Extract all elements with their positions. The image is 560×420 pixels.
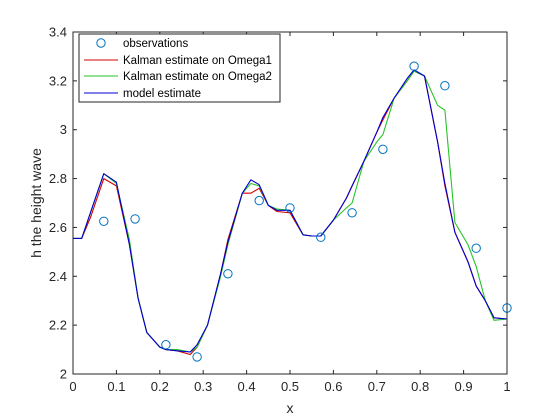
y-tick-label: 2.6: [49, 220, 67, 235]
x-tick-label: 1: [503, 379, 510, 394]
y-tick-label: 3: [60, 122, 67, 137]
x-tick-label: 0.1: [107, 379, 125, 394]
observation-point: [192, 352, 202, 362]
x-tick-label: 0.6: [324, 379, 342, 394]
x-tick-label: 0: [69, 379, 76, 394]
observation-point: [254, 195, 264, 206]
legend-kalman-omega2-label: Kalman estimate on Omega2: [123, 71, 272, 83]
x-tick-label: 0.9: [455, 379, 473, 394]
observation-point: [378, 144, 388, 155]
observation-point: [161, 340, 171, 350]
series-line-3: [73, 69, 508, 353]
observation-point: [471, 243, 481, 253]
observation-point: [130, 214, 140, 224]
x-ticks: 0 0.1 0.2 0.3 0.4 0.5 0.6 0.7 0.8 0.9 1: [69, 32, 511, 394]
x-tick-label: 0.3: [194, 379, 212, 394]
observation-point: [285, 203, 295, 213]
y-tick-label: 3.4: [49, 25, 67, 40]
legend-observations-marker: [96, 38, 106, 48]
y-axis-label: h the height wave: [28, 148, 44, 258]
x-tick-label: 0.4: [238, 379, 256, 394]
legend: observations Kalman estimate on Omega1 K…: [78, 33, 281, 103]
x-tick-label: 0.5: [281, 379, 299, 394]
x-tick-label: 0.7: [368, 379, 386, 394]
legend-observations-label: observations: [123, 38, 188, 50]
observation-point: [347, 208, 357, 218]
observation-point: [316, 232, 326, 242]
legend-kalman-omega1-label: Kalman estimate on Omega1: [123, 55, 272, 67]
observation-point: [223, 269, 233, 279]
y-ticks: 2 2.2 2.4 2.6 2.8 3 3.2 3.4: [49, 25, 507, 382]
legend-box: [78, 33, 281, 103]
series-layer: [73, 61, 512, 362]
x-axis-label: x: [287, 400, 294, 416]
y-tick-label: 2.4: [49, 269, 67, 284]
observation-point: [409, 61, 419, 71]
y-tick-label: 2.8: [49, 171, 67, 186]
x-tick-label: 0.8: [411, 379, 429, 394]
observation-point: [440, 81, 450, 91]
observation-point: [99, 216, 109, 227]
y-tick-label: 2.2: [49, 318, 67, 333]
y-tick-label: 3.2: [49, 73, 67, 88]
y-tick-label: 2: [60, 367, 67, 382]
legend-model-label: model estimate: [123, 88, 201, 100]
x-tick-label: 0.2: [151, 379, 169, 394]
